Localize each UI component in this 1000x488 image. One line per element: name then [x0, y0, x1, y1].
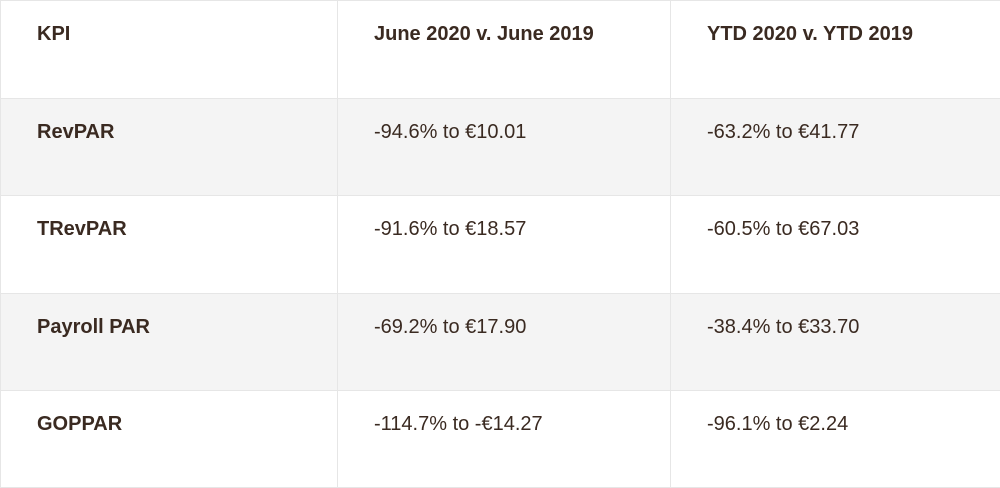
kpi-name-cell: RevPAR: [0, 98, 338, 197]
table-row: Payroll PAR -69.2% to €17.90 -38.4% to €…: [0, 292, 1000, 391]
header-june-comparison: June 2020 v. June 2019: [337, 0, 671, 100]
kpi-name-cell: TRevPAR: [0, 195, 338, 294]
table-row: RevPAR -94.6% to €10.01 -63.2% to €41.77: [0, 98, 1000, 197]
header-ytd-comparison: YTD 2020 v. YTD 2019: [670, 0, 1000, 100]
kpi-name-cell: GOPPAR: [0, 389, 338, 488]
june-value-cell: -94.6% to €10.01: [337, 98, 671, 197]
ytd-value-cell: -96.1% to €2.24: [670, 389, 1000, 488]
table-row: TRevPAR -91.6% to €18.57 -60.5% to €67.0…: [0, 195, 1000, 294]
ytd-value-cell: -60.5% to €67.03: [670, 195, 1000, 294]
table-header-row: KPI June 2020 v. June 2019 YTD 2020 v. Y…: [0, 0, 1000, 100]
june-value-cell: -69.2% to €17.90: [337, 292, 671, 391]
ytd-value-cell: -38.4% to €33.70: [670, 292, 1000, 391]
header-kpi: KPI: [0, 0, 338, 100]
table-row: GOPPAR -114.7% to -€14.27 -96.1% to €2.2…: [0, 389, 1000, 488]
ytd-value-cell: -63.2% to €41.77: [670, 98, 1000, 197]
june-value-cell: -114.7% to -€14.27: [337, 389, 671, 488]
june-value-cell: -91.6% to €18.57: [337, 195, 671, 294]
kpi-name-cell: Payroll PAR: [0, 292, 338, 391]
